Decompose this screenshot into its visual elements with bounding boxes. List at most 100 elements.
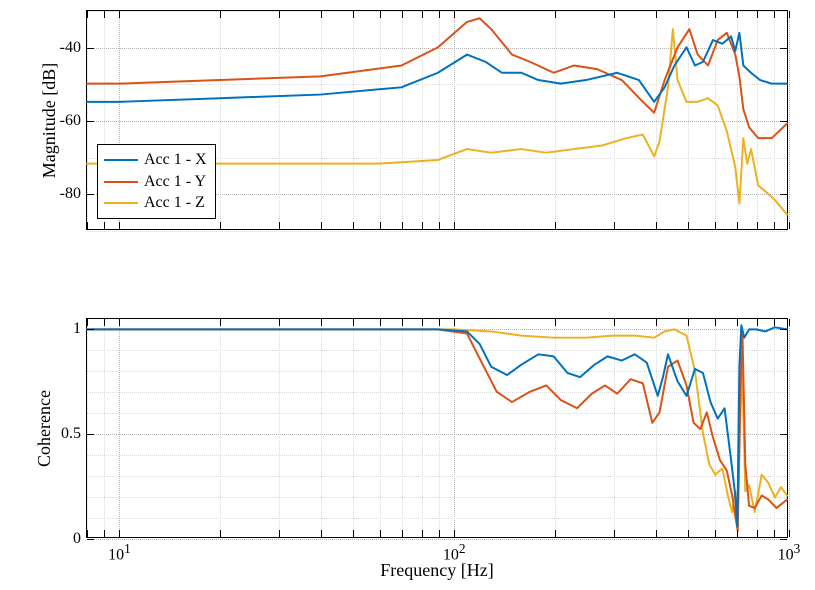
xtick-mark — [454, 11, 455, 18]
ytick-mark — [780, 48, 787, 49]
xtick-mark — [774, 530, 775, 537]
xtick-mark — [279, 319, 280, 326]
xtick-mark — [279, 11, 280, 18]
series-acc1-z — [87, 329, 787, 518]
xtick-mark — [555, 11, 556, 18]
xtick-mark — [220, 11, 221, 18]
xtick-mark — [656, 319, 657, 326]
legend-swatch-acc1-x — [104, 159, 138, 161]
xtick-mark — [688, 222, 689, 229]
xtick-mark — [656, 11, 657, 18]
ytick-label: 1 — [73, 320, 87, 338]
xtick-mark — [789, 222, 790, 229]
xtick-mark — [688, 11, 689, 18]
xtick-mark — [119, 319, 120, 326]
ytick-mark — [780, 194, 787, 195]
xtick-label: 103 — [778, 537, 801, 564]
xtick-mark — [104, 222, 105, 229]
xtick-mark — [737, 530, 738, 537]
xtick-mark — [104, 11, 105, 18]
xtick-mark — [353, 319, 354, 326]
ytick-mark — [87, 121, 94, 122]
xtick-mark — [757, 319, 758, 326]
xtick-mark — [774, 11, 775, 18]
xtick-mark — [220, 222, 221, 229]
series-acc1-y — [87, 18, 787, 138]
xtick-mark — [454, 222, 455, 229]
coherence-ylabel: Coherence — [34, 390, 55, 467]
figure: Acc 1 - X Acc 1 - Y Acc 1 - Z -80-60-40 … — [0, 0, 815, 590]
ytick-label: -40 — [60, 39, 87, 57]
xtick-mark — [402, 530, 403, 537]
ytick-mark — [87, 329, 94, 330]
xtick-mark — [555, 222, 556, 229]
ytick-mark — [87, 434, 94, 435]
xtick-mark — [353, 11, 354, 18]
grid-major-h — [87, 539, 787, 540]
series-acc1-y — [87, 329, 787, 530]
xtick-mark — [774, 222, 775, 229]
xtick-mark — [353, 222, 354, 229]
ytick-label: -80 — [60, 185, 87, 203]
xtick-mark — [715, 11, 716, 18]
xtick-mark — [715, 319, 716, 326]
xtick-mark — [715, 222, 716, 229]
ytick-mark — [87, 194, 94, 195]
legend-row-acc1-y: Acc 1 - Y — [104, 171, 207, 193]
xtick-mark — [119, 11, 120, 18]
xtick-mark — [757, 222, 758, 229]
legend-row-acc1-x: Acc 1 - X — [104, 149, 207, 171]
xtick-label: 101 — [108, 537, 131, 564]
xtick-mark — [104, 530, 105, 537]
ytick-label: -60 — [60, 112, 87, 130]
xtick-mark — [789, 319, 790, 326]
xtick-mark — [614, 222, 615, 229]
xtick-mark — [402, 319, 403, 326]
xtick-mark — [454, 530, 455, 537]
xtick-mark — [656, 530, 657, 537]
xtick-mark — [614, 11, 615, 18]
xtick-mark — [321, 530, 322, 537]
ytick-label: 0.5 — [61, 425, 87, 443]
xtick-mark — [119, 222, 120, 229]
xtick-mark — [555, 319, 556, 326]
xtick-mark — [757, 11, 758, 18]
xtick-mark — [402, 222, 403, 229]
magnitude-panel: Acc 1 - X Acc 1 - Y Acc 1 - Z -80-60-40 — [86, 10, 788, 230]
legend-row-acc1-z: Acc 1 - Z — [104, 192, 207, 214]
legend-label-acc1-x: Acc 1 - X — [144, 149, 207, 171]
xtick-mark — [87, 11, 88, 18]
xtick-mark — [454, 319, 455, 326]
ytick-mark — [780, 434, 787, 435]
grid-major-v — [789, 11, 790, 229]
ytick-label: 0 — [73, 530, 87, 548]
xtick-mark — [789, 11, 790, 18]
xtick-mark — [422, 222, 423, 229]
xtick-mark — [439, 530, 440, 537]
xtick-mark — [353, 530, 354, 537]
grid-minor-h — [87, 231, 787, 232]
legend-swatch-acc1-y — [104, 181, 138, 183]
xtick-mark — [220, 319, 221, 326]
xtick-mark — [119, 530, 120, 537]
xtick-mark — [380, 222, 381, 229]
xtick-mark — [380, 530, 381, 537]
legend-label-acc1-z: Acc 1 - Z — [144, 192, 205, 214]
xtick-mark — [614, 530, 615, 537]
xtick-mark — [737, 11, 738, 18]
xtick-mark — [380, 319, 381, 326]
ytick-mark — [87, 48, 94, 49]
xtick-mark — [402, 11, 403, 18]
frequency-xlabel: Frequency [Hz] — [380, 560, 493, 581]
grid-major-v — [789, 319, 790, 537]
xtick-mark — [715, 530, 716, 537]
xtick-mark — [422, 319, 423, 326]
xtick-mark — [422, 11, 423, 18]
xtick-mark — [737, 222, 738, 229]
xtick-mark — [422, 530, 423, 537]
xtick-mark — [321, 222, 322, 229]
ytick-mark — [780, 329, 787, 330]
xtick-mark — [789, 530, 790, 537]
xtick-mark — [87, 222, 88, 229]
legend-label-acc1-y: Acc 1 - Y — [144, 171, 206, 193]
